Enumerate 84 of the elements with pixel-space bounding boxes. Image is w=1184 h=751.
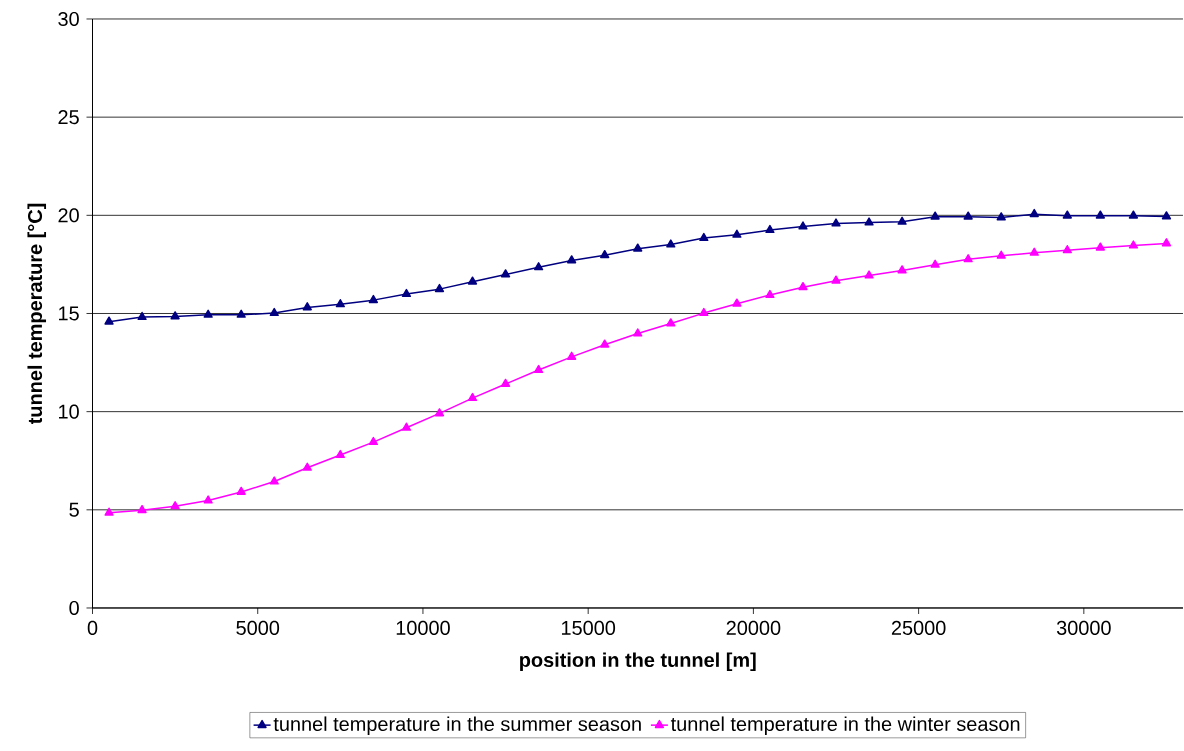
y-tick-label: 20: [58, 208, 79, 223]
point: [434, 283, 445, 293]
point: [368, 436, 379, 446]
x-tick-label: 20000: [726, 620, 781, 635]
point: [434, 408, 445, 417]
point: [1095, 210, 1106, 219]
point: [699, 307, 709, 317]
point: [401, 422, 412, 431]
y-tick-label: 15: [59, 306, 79, 321]
point: [666, 318, 676, 327]
point: [1029, 208, 1039, 218]
y-tick-label: 5: [69, 502, 79, 517]
point: [368, 294, 379, 304]
point: [1161, 211, 1172, 220]
point: [897, 265, 907, 274]
x-tick-label: 5000: [236, 620, 280, 635]
point: [203, 309, 213, 318]
point: [732, 298, 742, 307]
point: [467, 276, 478, 285]
legend-label: tunnel temperature in the winter season: [670, 716, 1020, 735]
x-tick-label: 15000: [561, 620, 616, 635]
point: [137, 311, 147, 321]
point: [897, 216, 907, 225]
point: [1062, 245, 1072, 254]
point: [170, 311, 180, 320]
point: [633, 243, 643, 252]
point: [533, 262, 544, 271]
point: [567, 255, 577, 264]
point: [666, 239, 676, 248]
point: [765, 224, 775, 234]
point: [567, 351, 577, 360]
point: [798, 221, 808, 230]
y-tick-label: 10: [59, 404, 79, 419]
point: [203, 495, 213, 504]
point: [600, 339, 610, 348]
point: [963, 254, 973, 263]
point: [137, 504, 147, 514]
point: [500, 269, 511, 278]
point: [732, 229, 742, 238]
point: [236, 486, 246, 495]
point: [401, 288, 412, 298]
point: [765, 289, 775, 299]
legend-label: tunnel temperature in the summer season: [273, 716, 641, 735]
point: [699, 232, 709, 242]
point: [170, 501, 180, 510]
x-tick-label: 25000: [891, 620, 946, 635]
point: [104, 316, 114, 325]
point: [269, 476, 279, 485]
y-tick-label: 0: [69, 600, 79, 616]
point: [963, 211, 973, 220]
point: [236, 309, 246, 318]
x-axis-title: position in the tunnel [m]: [520, 652, 756, 671]
point: [930, 211, 940, 220]
point: [864, 217, 874, 226]
point: [302, 302, 312, 311]
point: [798, 281, 808, 291]
x-tick-label: 10000: [396, 620, 450, 635]
point: [831, 275, 841, 284]
point: [864, 270, 874, 279]
point: [467, 392, 478, 402]
point: [1095, 242, 1106, 251]
point: [1161, 238, 1172, 247]
point: [1128, 240, 1139, 249]
point: [335, 299, 345, 308]
point: [104, 507, 114, 516]
point: [996, 212, 1006, 221]
x-tick-label: 0: [87, 620, 98, 635]
x-tick-label: 30000: [1056, 620, 1111, 635]
point: [1128, 210, 1139, 219]
point: [996, 250, 1006, 259]
point: [831, 218, 841, 227]
point: [335, 449, 345, 459]
point: [600, 249, 610, 259]
y-tick-label: 25: [58, 110, 79, 125]
y-axis-title: tunnel temperature [°C]: [27, 203, 47, 425]
point: [302, 462, 312, 471]
y-tick-label: 30: [58, 11, 79, 27]
point: [500, 378, 511, 387]
point: [930, 259, 940, 268]
point: [1029, 247, 1039, 256]
point: [269, 307, 279, 317]
point: [533, 364, 544, 374]
point: [633, 328, 643, 337]
point: [1062, 210, 1072, 219]
